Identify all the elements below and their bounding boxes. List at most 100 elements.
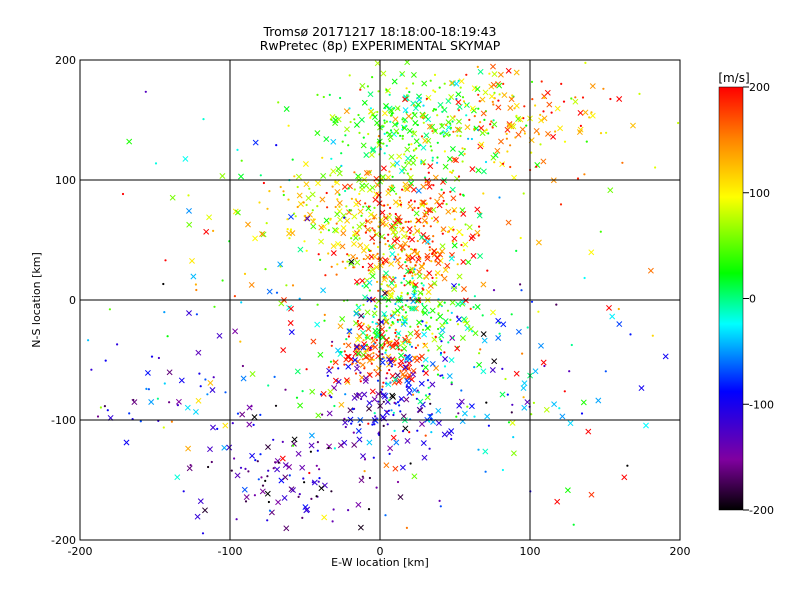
data-point-cross <box>372 344 379 351</box>
data-point <box>369 346 372 349</box>
data-point <box>408 235 411 239</box>
data-point-cross <box>417 407 424 414</box>
data-point <box>446 309 450 312</box>
data-point-cross <box>386 356 392 363</box>
data-point <box>476 65 479 68</box>
data-point <box>638 92 641 95</box>
data-point <box>383 152 386 155</box>
data-point <box>364 224 367 228</box>
data-point <box>588 116 591 119</box>
data-point-cross <box>353 121 360 128</box>
data-point-cross <box>370 146 377 153</box>
data-point-cross <box>480 368 487 375</box>
data-point <box>363 470 366 473</box>
data-point <box>509 144 512 147</box>
data-point <box>296 185 299 189</box>
data-point <box>414 273 417 276</box>
data-point-cross <box>439 248 446 255</box>
data-point-cross <box>123 439 130 446</box>
data-point <box>170 420 173 423</box>
data-point <box>308 471 311 475</box>
data-point <box>417 206 420 210</box>
data-point-cross <box>383 270 390 277</box>
x-tick-label: 100 <box>520 545 541 558</box>
data-point <box>413 290 416 293</box>
data-point-cross <box>389 313 396 320</box>
data-point <box>399 398 402 401</box>
data-point-cross <box>394 217 401 224</box>
data-point-cross <box>365 218 371 225</box>
data-point <box>404 361 407 364</box>
data-point <box>282 190 285 193</box>
data-point <box>388 93 391 96</box>
data-point <box>327 229 330 232</box>
data-point <box>264 268 267 271</box>
data-point-cross <box>288 305 294 312</box>
data-point <box>298 297 301 300</box>
data-point <box>388 139 391 143</box>
data-point <box>358 131 361 134</box>
data-point <box>581 96 585 99</box>
data-point <box>478 352 481 355</box>
data-point <box>415 147 418 150</box>
data-point <box>103 405 106 408</box>
data-point-cross <box>510 123 517 130</box>
data-point-cross <box>392 465 399 472</box>
data-point <box>418 270 421 273</box>
data-point <box>265 222 268 225</box>
data-point <box>371 76 374 79</box>
data-point-cross <box>420 440 427 447</box>
data-point <box>354 198 357 201</box>
data-point <box>328 93 331 96</box>
data-point-cross <box>458 150 465 157</box>
data-point <box>371 336 374 339</box>
data-point <box>393 107 396 110</box>
data-point-cross <box>429 123 436 130</box>
data-point <box>472 306 475 309</box>
data-point-cross <box>375 298 382 305</box>
data-point <box>443 301 446 304</box>
data-point <box>330 157 333 160</box>
data-point-cross <box>508 96 515 103</box>
data-point <box>394 212 397 216</box>
data-point-cross <box>266 288 273 295</box>
data-point-cross <box>334 188 341 195</box>
data-point-cross <box>373 264 380 271</box>
data-point <box>329 174 332 177</box>
data-point-cross <box>448 94 455 100</box>
data-point <box>357 113 360 117</box>
data-point <box>395 335 398 338</box>
data-point <box>376 252 379 255</box>
data-point <box>430 431 433 434</box>
data-point <box>401 137 404 140</box>
data-point-cross <box>364 309 371 316</box>
data-point-cross <box>524 399 531 406</box>
data-point-cross <box>337 323 344 330</box>
data-point-cross <box>344 353 351 360</box>
data-point-cross <box>397 263 404 270</box>
data-point-cross <box>439 123 446 130</box>
data-point <box>372 242 376 245</box>
data-point <box>386 239 390 243</box>
data-point <box>599 132 603 135</box>
data-point <box>326 206 329 209</box>
data-point-cross <box>277 261 284 268</box>
data-point <box>461 96 465 99</box>
data-point-cross <box>409 154 416 161</box>
data-point <box>394 302 397 306</box>
data-point <box>416 429 419 432</box>
data-point-cross <box>425 289 432 295</box>
data-point <box>466 405 469 408</box>
data-point <box>408 90 411 94</box>
data-point-cross <box>439 327 446 334</box>
data-point-cross <box>389 343 396 350</box>
y-axis-ticks: -200 -100 0 100 200 <box>51 54 76 547</box>
data-point <box>323 319 326 322</box>
data-point-cross <box>252 235 259 242</box>
data-point-cross <box>367 262 374 269</box>
data-point <box>413 206 416 209</box>
data-point <box>386 90 389 93</box>
data-point <box>145 387 148 390</box>
data-point <box>315 464 318 467</box>
data-point-cross <box>361 99 368 106</box>
